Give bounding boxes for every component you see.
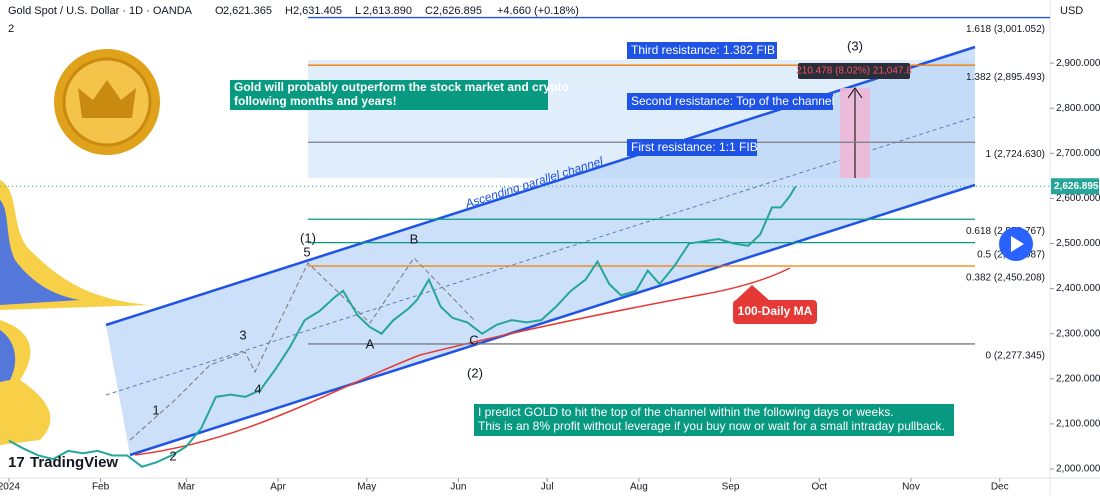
wave-path (129, 257, 475, 441)
measure-arrow (847, 87, 863, 99)
ohlc-value: 2,621.365 (223, 5, 272, 17)
ohlc-key: L (355, 5, 361, 17)
measure-label: 210.478 (8.02%) 21,047.8 (796, 66, 912, 77)
note-box (474, 404, 954, 436)
wave-label: (2) (467, 365, 483, 380)
wave-label: C (469, 332, 478, 347)
wave-label: B (410, 231, 419, 246)
y-tick-label: 2,900.000 (1056, 58, 1100, 69)
y-tick-label: 2,400.000 (1056, 283, 1100, 294)
x-tick-label: Feb (92, 482, 110, 493)
ohlc-value: 2,631.405 (293, 5, 342, 17)
y-tick-label: 2,500.000 (1056, 238, 1100, 249)
y-tick-label: 2,300.000 (1056, 328, 1100, 339)
note-box (230, 80, 548, 110)
y-tick-label: 2,800.000 (1056, 103, 1100, 114)
channel-bottom (129, 183, 976, 457)
moving-average (134, 267, 791, 456)
logo: TradingView (30, 454, 118, 471)
logo-icon: 17 (8, 454, 25, 471)
y-tick-label: 2,000.000 (1056, 464, 1100, 475)
x-tick-label: Nov (902, 482, 920, 493)
x-tick-label: Oct (812, 482, 828, 493)
channel-mid (105, 116, 976, 396)
x-tick-label: Jul (541, 482, 554, 493)
crown (78, 80, 136, 118)
x-tick-label: Mar (178, 482, 196, 493)
wave-label: (3) (847, 38, 863, 53)
ohlc-value: 2,613.890 (363, 5, 412, 17)
volume-profile (0, 200, 80, 382)
wave-label: 1 (152, 402, 159, 417)
wave-label: (1) (300, 230, 316, 245)
ohlc-key: H (285, 5, 293, 17)
ohlc-key: C (425, 5, 433, 17)
note: Gold will probably outperform the stock … (234, 80, 569, 94)
measure-label-box (798, 63, 910, 79)
currency: USD (1060, 5, 1083, 17)
y-tick-label: 2,700.000 (1056, 148, 1100, 159)
y-tick-label: 2,100.000 (1056, 419, 1100, 430)
x-tick-label: 2024 (0, 482, 20, 493)
note: I predict GOLD to hit the top of the cha… (478, 405, 894, 419)
x-tick-label: Sep (722, 482, 740, 493)
label-box (627, 42, 777, 59)
fib-label: 1.382 (2,895.493) (966, 72, 1045, 83)
x-tick-label: Aug (630, 482, 648, 493)
price-line (8, 185, 797, 468)
ohlc-key: O (215, 5, 224, 17)
label: Third resistance: 1.382 FIB (631, 43, 775, 57)
fib-label: 1.618 (3,001.052) (966, 24, 1045, 35)
label: First resistance: 1:1 FIB (631, 140, 758, 154)
wave-label: 5 (303, 244, 310, 259)
note: following months and years! (234, 94, 397, 108)
x-tick-label: Jun (450, 482, 466, 493)
x-tick-label: Apr (270, 482, 286, 493)
ma-label: 100-Daily MA (738, 304, 813, 318)
price-tag: 2,626.895 (1054, 181, 1099, 192)
y-tick-label: 2,200.000 (1056, 373, 1100, 384)
fib-label: 0 (2,277.345) (986, 351, 1046, 362)
play-icon (1011, 236, 1024, 252)
wave-label: 4 (254, 381, 261, 396)
ma-box (733, 300, 817, 324)
wave-label: 3 (239, 327, 246, 342)
label: Second resistance: Top of the channel (631, 94, 834, 108)
label-box (627, 139, 757, 156)
indicator-count: 2 (8, 23, 14, 35)
note: This is an 8% profit without leverage if… (478, 419, 945, 433)
wave-label: A (366, 336, 375, 351)
ohlc: O 2,621.365 H 2,631.405 L 2,613.890 C 2,626.895… (215, 5, 579, 17)
label-box (627, 93, 833, 110)
x-tick-label: Dec (991, 482, 1009, 493)
wave-label: 2 (169, 448, 176, 463)
ohlc-value: 2,626.895 (433, 5, 482, 17)
price-tag-box (1051, 178, 1099, 195)
ohlc-change: +4.660 (+0.18%) (497, 5, 579, 17)
y-tick-label: 2,600.000 (1056, 193, 1100, 204)
ma-pointer (735, 285, 770, 301)
volume-profile (0, 180, 150, 445)
channel-fill (106, 47, 975, 455)
fib-label: 1 (2,724.630) (986, 149, 1046, 160)
fib-label: 0.382 (2,450.208) (966, 273, 1045, 284)
symbol: Gold Spot / U.S. Dollar · 1D · OANDA (8, 5, 193, 17)
x-tick-label: May (357, 482, 376, 493)
